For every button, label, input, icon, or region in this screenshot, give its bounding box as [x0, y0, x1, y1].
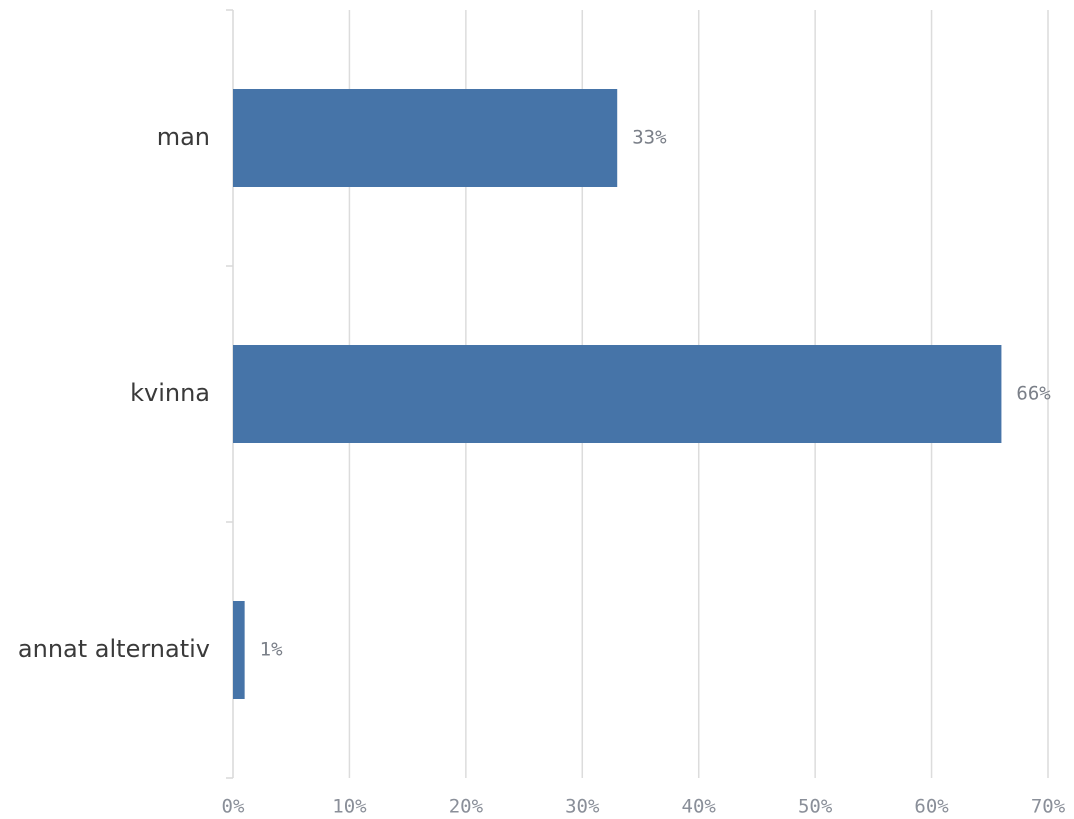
category-axis	[226, 9, 234, 779]
x-tick-label: 70%	[1031, 796, 1066, 818]
x-tick-label: 0%	[222, 796, 245, 818]
y-tick-label: annat alternativ	[18, 635, 210, 663]
value-label: 1%	[260, 639, 283, 661]
bar	[233, 345, 1002, 443]
x-tick-label: 60%	[914, 796, 949, 818]
x-tick-label: 10%	[332, 796, 367, 818]
x-tick-label: 50%	[798, 796, 833, 818]
value-label: 33%	[632, 127, 667, 149]
x-tick-label: 20%	[449, 796, 484, 818]
bar	[233, 601, 245, 699]
x-tick-label: 30%	[565, 796, 600, 818]
y-tick-label: man	[157, 123, 210, 151]
value-label: 66%	[1016, 383, 1051, 405]
y-tick-label: kvinna	[130, 379, 210, 407]
bar	[233, 89, 618, 187]
x-tick-label: 40%	[682, 796, 717, 818]
